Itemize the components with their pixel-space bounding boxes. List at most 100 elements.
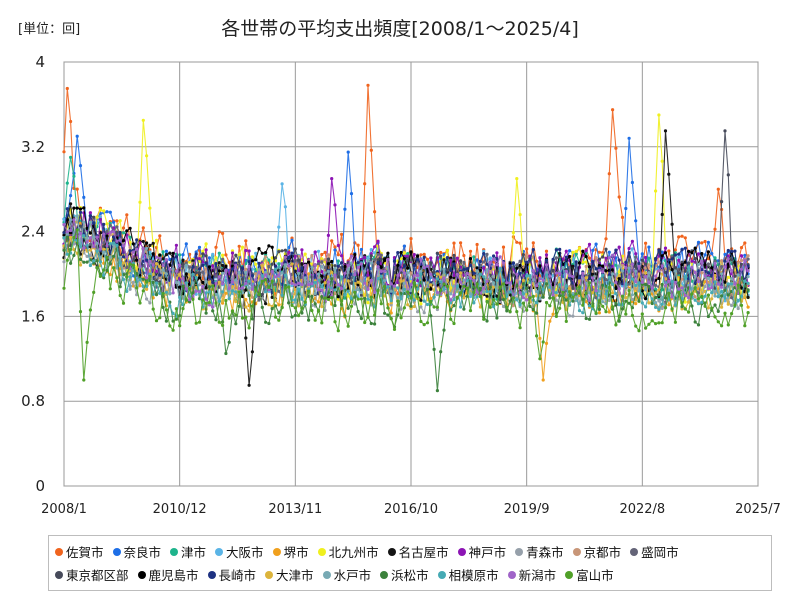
data-point	[277, 225, 281, 229]
legend-swatch	[380, 570, 389, 579]
data-point	[356, 243, 360, 247]
data-point	[247, 309, 251, 313]
data-point	[677, 271, 681, 275]
data-point	[240, 266, 245, 270]
data-point	[257, 268, 261, 272]
data-point	[617, 270, 621, 274]
data-point	[703, 294, 707, 298]
data-point	[429, 261, 433, 265]
data-point	[425, 302, 430, 307]
legend-label: 東京都区部	[66, 568, 129, 583]
data-point	[538, 297, 542, 301]
data-point	[604, 310, 608, 314]
data-point	[273, 256, 278, 260]
data-point	[197, 245, 202, 249]
data-point	[492, 305, 496, 309]
data-point	[303, 252, 307, 256]
data-point	[221, 271, 225, 275]
data-point	[65, 230, 69, 234]
data-point	[720, 285, 724, 289]
data-point	[442, 276, 446, 280]
data-point	[184, 287, 188, 291]
data-point	[475, 290, 479, 294]
data-point	[373, 290, 377, 294]
data-point	[650, 319, 654, 323]
data-point	[293, 298, 297, 302]
data-point	[204, 297, 208, 301]
data-point	[65, 258, 69, 262]
legend-swatch	[437, 570, 446, 579]
data-point	[696, 269, 701, 273]
data-point	[435, 270, 439, 274]
data-point	[356, 265, 360, 269]
data-point	[320, 305, 324, 309]
data-point	[465, 267, 469, 271]
data-point	[112, 254, 116, 258]
series-line	[63, 208, 749, 300]
data-point	[95, 241, 99, 245]
data-point	[700, 252, 704, 256]
data-point	[531, 248, 535, 252]
data-point	[336, 295, 340, 299]
data-point	[158, 282, 162, 286]
data-point	[204, 291, 208, 295]
data-point	[244, 305, 248, 309]
data-point	[145, 280, 149, 284]
data-point	[273, 275, 278, 279]
data-point	[730, 249, 734, 253]
data-point	[333, 248, 337, 252]
data-point	[224, 279, 228, 283]
data-point	[257, 261, 261, 265]
legend-label: 青森市	[526, 545, 564, 560]
data-point	[455, 284, 459, 288]
data-point	[716, 187, 720, 191]
data-point	[624, 206, 628, 211]
series-line	[63, 233, 749, 318]
data-point	[197, 276, 202, 280]
data-point	[508, 299, 512, 303]
data-point	[369, 252, 373, 256]
data-point	[402, 281, 406, 285]
data-point	[488, 261, 492, 265]
data-point	[277, 289, 281, 293]
data-point	[201, 252, 205, 256]
data-point	[105, 255, 109, 259]
data-point	[730, 303, 734, 308]
data-point	[630, 297, 635, 302]
data-point	[561, 266, 565, 270]
data-point	[442, 258, 446, 262]
data-point	[399, 268, 403, 272]
data-point	[201, 284, 205, 288]
data-point	[69, 231, 73, 235]
data-point	[462, 253, 466, 258]
data-point	[429, 272, 433, 276]
data-point	[535, 289, 539, 294]
data-point	[330, 270, 334, 274]
legend-label: 大津市	[276, 568, 314, 583]
data-point	[568, 303, 572, 307]
data-point	[376, 239, 380, 243]
data-point	[449, 298, 453, 302]
data-point	[488, 269, 492, 273]
data-point	[135, 286, 139, 290]
data-point	[214, 301, 218, 305]
data-point	[333, 303, 337, 308]
data-point	[340, 275, 344, 279]
data-point	[644, 282, 648, 287]
data-point	[244, 239, 248, 243]
data-point	[630, 239, 635, 243]
data-point	[307, 318, 311, 322]
data-point	[693, 281, 697, 285]
data-point	[217, 280, 221, 284]
data-point	[660, 302, 664, 306]
data-point	[138, 301, 142, 305]
data-point	[607, 298, 611, 303]
data-point	[723, 288, 727, 292]
x-tick-label: 2025/7	[735, 502, 781, 517]
data-point	[240, 286, 245, 290]
data-point	[429, 299, 433, 304]
data-point	[525, 255, 529, 259]
data-point	[303, 300, 307, 304]
data-point	[164, 249, 168, 253]
data-point	[538, 264, 542, 268]
